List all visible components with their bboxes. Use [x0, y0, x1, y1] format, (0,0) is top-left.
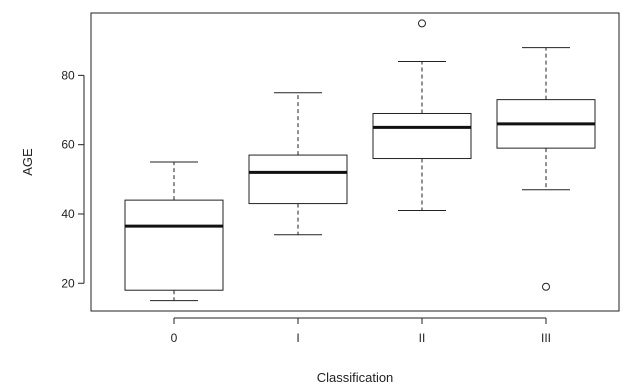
- x-axis-label: Classification: [317, 370, 394, 385]
- box-III: [496, 47, 596, 291]
- plot-frame: [90, 12, 620, 312]
- boxes-layer: [124, 19, 596, 302]
- iqr-box: [124, 199, 224, 291]
- y-axis: 20 40 60 80: [61, 68, 85, 290]
- y-tick-label: 80: [61, 68, 75, 82]
- x-tick-label: III: [541, 331, 551, 345]
- x-tick-label: 0: [171, 331, 178, 345]
- x-tick-label: II: [419, 331, 426, 345]
- x-tick-label: I: [296, 331, 299, 345]
- iqr-box: [248, 154, 348, 205]
- x-axis: 0 I II III: [171, 317, 551, 345]
- outlier-point: [418, 19, 426, 28]
- box-0: [124, 161, 224, 302]
- y-tick-label: 20: [61, 276, 75, 290]
- iqr-box: [372, 112, 472, 160]
- y-axis-label: AGE: [20, 148, 35, 176]
- y-tick-label: 40: [61, 207, 75, 221]
- box-I: [248, 92, 348, 236]
- y-tick-label: 60: [61, 138, 75, 152]
- box-II: [372, 19, 472, 212]
- outlier-point: [542, 282, 550, 291]
